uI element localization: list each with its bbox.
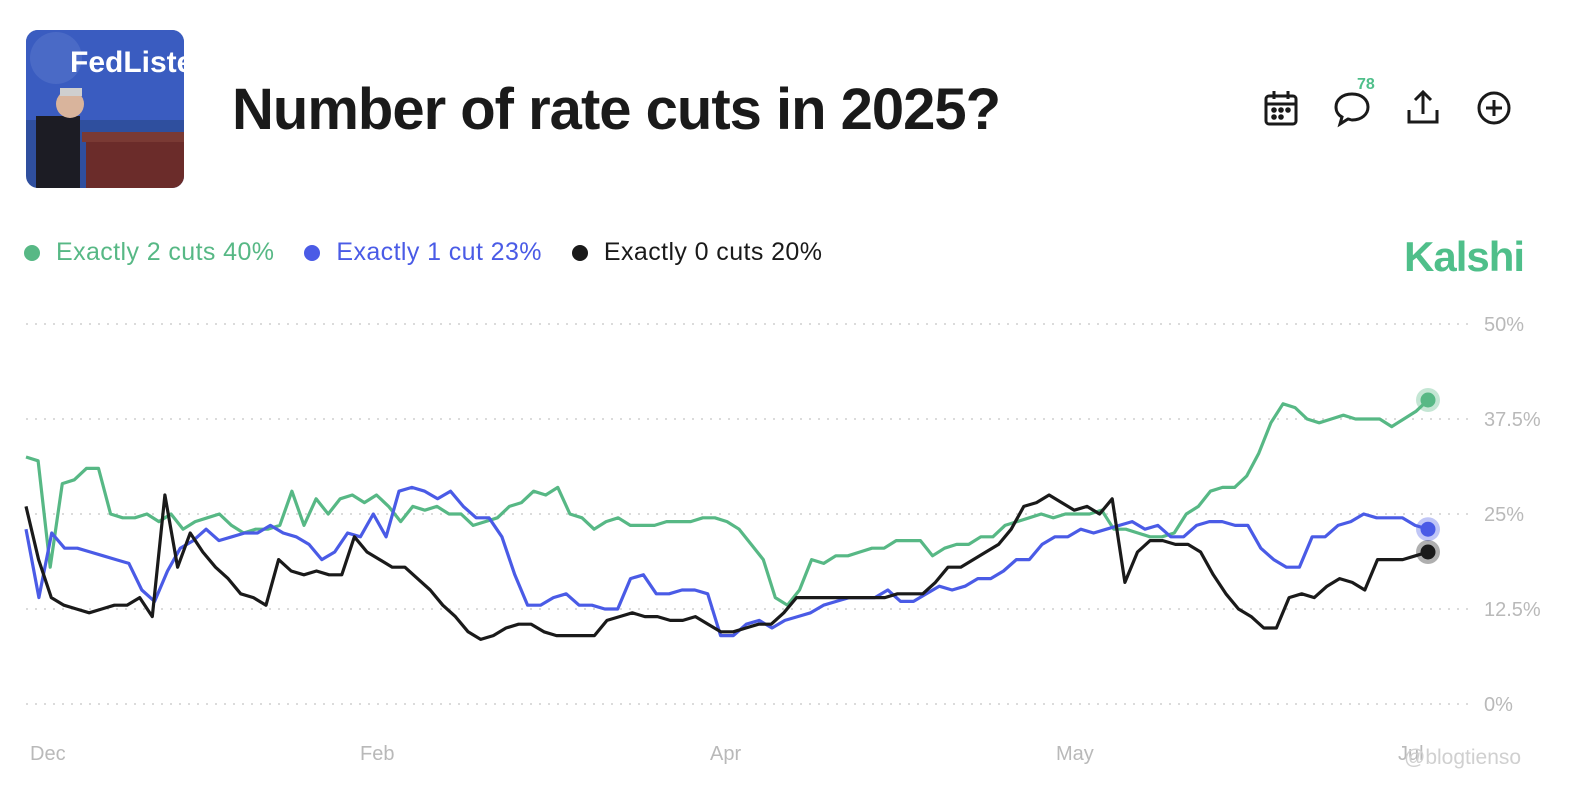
thumbnail-text: FedListens (70, 46, 184, 79)
legend-item-exactly-2-cuts[interactable]: Exactly 2 cuts 40% (24, 238, 274, 267)
calendar-icon (1264, 91, 1298, 126)
watermark-text: @blogtienso (1404, 746, 1521, 769)
page-title: Number of rate cuts in 2025? (232, 77, 1001, 142)
legend-dot (571, 244, 588, 261)
x-tick-label: Jul (1398, 743, 1424, 765)
comment-icon (1334, 92, 1370, 128)
line-chart: 0% 12.5% 25% 37.5% 50% Dec Feb Apr May Jul@blogti… (24, 314, 1541, 769)
share-button[interactable] (1404, 88, 1442, 128)
y-tick-label: 0% (1484, 694, 1513, 716)
legend-label: Exactly 0 cuts 20% (603, 238, 823, 266)
market-thumbnail: FedListens (26, 30, 184, 188)
legend-label: Exactly 1 cut 23% (336, 238, 542, 266)
x-tick-label: Feb (360, 743, 394, 765)
share-icon (1407, 89, 1439, 124)
y-tick-label: 50% (1484, 314, 1524, 336)
series-line-exactly-1-cut (24, 485, 1429, 638)
x-tick-label: Dec (30, 743, 66, 765)
y-tick-label: 25% (1484, 504, 1524, 526)
comments-button[interactable]: 78 (1333, 76, 1375, 128)
x-tick-label: Apr (710, 743, 741, 765)
endpoint-marker (1420, 392, 1436, 408)
brand-logo: Kalshi (1404, 233, 1525, 280)
legend-dot (304, 244, 321, 261)
legend-label: Exactly 2 cuts 40% (56, 238, 275, 266)
legend-item-exactly-1-cut[interactable]: Exactly 1 cut 23% (304, 238, 542, 267)
comment-count-badge: 78 (1357, 76, 1375, 93)
calendar-button[interactable] (1262, 88, 1300, 128)
add-icon (1477, 91, 1511, 125)
endpoint-marker (1420, 521, 1436, 537)
chart-legend: Exactly 2 cuts 40% Exactly 1 cut 23% Exa… (24, 238, 822, 267)
action-bar: 78 (1262, 76, 1513, 128)
legend-dot (24, 244, 40, 261)
series-line-exactly-2-cuts (25, 398, 1430, 607)
add-button[interactable] (1475, 88, 1513, 128)
y-tick-label: 12.5% (1484, 599, 1541, 621)
legend-item-exactly-0-cuts[interactable]: Exactly 0 cuts 20% (571, 238, 823, 267)
x-tick-label: May (1056, 743, 1094, 765)
y-tick-label: 37.5% (1484, 409, 1541, 431)
endpoint-marker (1420, 544, 1436, 560)
series-line-exactly-0-cuts (24, 493, 1429, 641)
